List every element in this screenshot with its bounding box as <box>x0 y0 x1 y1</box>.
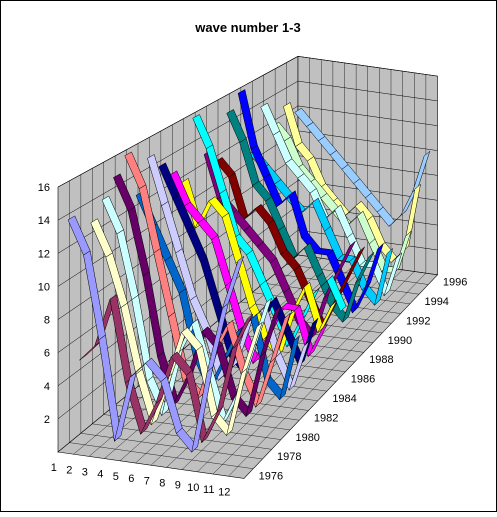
ribbon-segment <box>317 300 338 334</box>
chart-title: wave number 1-3 <box>194 20 301 35</box>
ribbon-segment <box>222 255 245 309</box>
ribbon-segment <box>288 341 310 391</box>
depth-tick-label: 1994 <box>424 296 448 308</box>
depth-tick-label: 1982 <box>314 412 338 424</box>
depth-tick-label: 1978 <box>277 451 301 463</box>
depth-tick-label: 1996 <box>443 277 467 289</box>
x-tick-label: 6 <box>128 473 134 485</box>
floor-grid <box>212 271 415 475</box>
ribbon-segment <box>260 305 282 357</box>
x-tick-label: 1 <box>51 462 57 474</box>
y-tick-label: 6 <box>44 348 50 360</box>
y-tick-label: 2 <box>44 414 50 426</box>
ribbon-segment <box>269 312 291 364</box>
ribbon-segment <box>364 242 384 288</box>
ribbon-segment <box>355 251 375 284</box>
depth-tick-label: 1990 <box>388 335 412 347</box>
ribbon-segment <box>345 246 365 278</box>
ribbon-segment <box>374 247 394 307</box>
depth-tick-label: 1986 <box>351 374 375 386</box>
ribbon-segment <box>279 334 300 401</box>
y-tick-label: 4 <box>44 381 50 393</box>
x-tick-label: 9 <box>175 480 181 492</box>
ribbon-segment <box>241 321 263 375</box>
y-tick-label: 14 <box>38 215 50 227</box>
ribbon-segment <box>336 240 356 273</box>
ribbon-segment <box>307 323 328 357</box>
depth-tick-label: 1992 <box>406 315 430 327</box>
x-tick-label: 4 <box>97 469 103 481</box>
x-tick-label: 7 <box>144 475 150 487</box>
floor-grid <box>197 269 403 472</box>
floor-grid <box>228 273 427 477</box>
ribbon-segment <box>383 252 403 296</box>
grid-line <box>57 105 438 254</box>
depth-tick-label: 1984 <box>332 393 356 405</box>
x-tick-label: 3 <box>82 467 88 479</box>
depth-tick-label: 1976 <box>259 471 283 483</box>
depth-tick-label: 1980 <box>295 432 319 444</box>
x-tick-label: 8 <box>159 478 165 490</box>
y-tick-label: 10 <box>38 281 50 293</box>
x-tick-label: 2 <box>66 464 72 476</box>
x-tick-label: 11 <box>203 484 214 496</box>
x-tick-label: 12 <box>218 486 230 498</box>
y-tick-label: 16 <box>38 182 50 194</box>
grid-line <box>57 56 438 188</box>
x-tick-label: 5 <box>113 471 119 483</box>
depth-tick-label: 1988 <box>369 354 393 366</box>
x-tick-label: 10 <box>187 482 199 494</box>
y-tick-label: 8 <box>44 315 50 327</box>
ribbon-segment <box>231 313 254 350</box>
y-tick-label: 12 <box>38 248 50 260</box>
